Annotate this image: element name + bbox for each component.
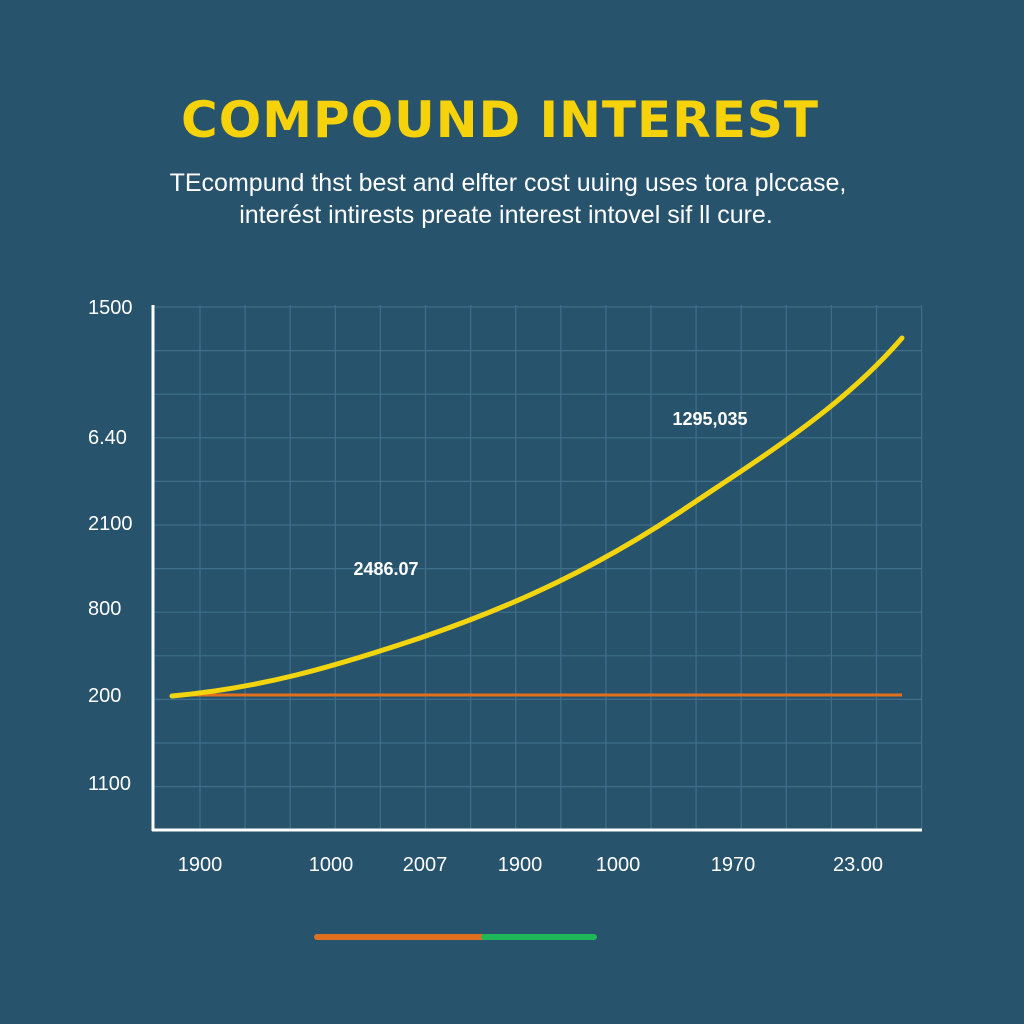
grid [153,305,923,830]
x-tick-label: 23.00 [833,854,883,876]
annotation: 1295,035 [672,409,747,429]
x-tick-label: 1900 [498,854,543,876]
x-tick-label: 1970 [711,854,756,876]
y-tick-label: 1100 [88,773,131,795]
x-tick-label: 2007 [403,854,448,876]
y-tick-label: 1500 [88,297,133,319]
y-tick-label: 6.40 [88,427,127,449]
title: COMPOUND INTEREST [181,91,819,149]
growth-curve [169,335,905,699]
y-tick-label: 200 [88,685,121,707]
x-tick-label: 1000 [596,854,641,876]
subtitle-line: interést intirests preate interest into… [239,201,773,229]
subtitle-line: TEcompund thst best and elfter cost uuin… [170,169,847,197]
y-tick-label: 2100 [88,513,133,535]
y-tick-label: 800 [88,598,121,620]
axis-labels: 1500 6.40 2100 800 200 1100 1900 1000 2007 1900 10… [88,297,883,876]
x-tick-label: 1000 [309,854,354,876]
annotation: 2486.07 [353,559,418,579]
x-tick-label: 1900 [178,854,223,876]
